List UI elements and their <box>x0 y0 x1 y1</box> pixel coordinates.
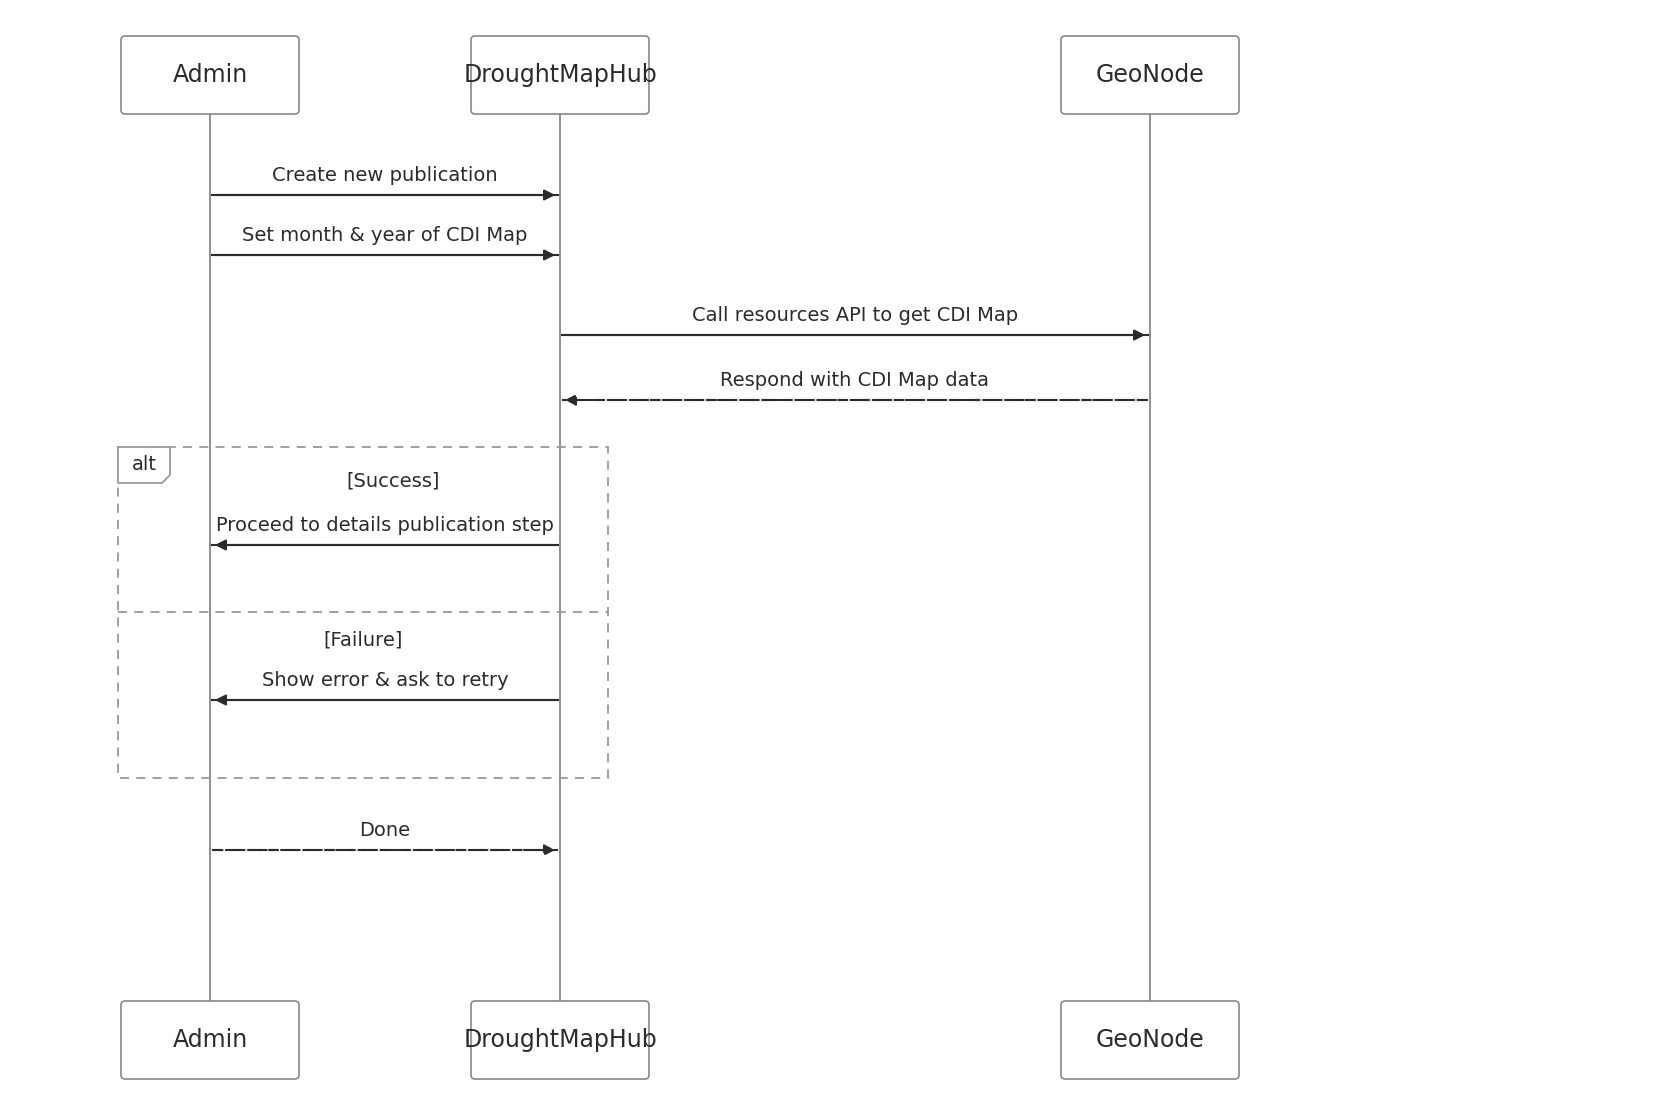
Text: DroughtMapHub: DroughtMapHub <box>464 63 657 88</box>
Bar <box>118 447 608 778</box>
Text: alt: alt <box>131 455 156 474</box>
FancyBboxPatch shape <box>470 35 648 114</box>
Text: GeoNode: GeoNode <box>1095 1028 1205 1051</box>
FancyBboxPatch shape <box>470 1001 648 1079</box>
FancyBboxPatch shape <box>1062 1001 1240 1079</box>
Text: DroughtMapHub: DroughtMapHub <box>464 1028 657 1051</box>
Text: Done: Done <box>360 821 410 840</box>
Text: [Failure]: [Failure] <box>323 630 403 649</box>
FancyBboxPatch shape <box>1062 35 1240 114</box>
Text: GeoNode: GeoNode <box>1095 63 1205 88</box>
Text: Set month & year of CDI Map: Set month & year of CDI Map <box>242 226 528 245</box>
Text: [Success]: [Success] <box>346 471 440 491</box>
Text: Respond with CDI Map data: Respond with CDI Map data <box>721 371 990 390</box>
Text: Call resources API to get CDI Map: Call resources API to get CDI Map <box>692 306 1018 325</box>
Text: Admin: Admin <box>173 63 247 88</box>
Text: Proceed to details publication step: Proceed to details publication step <box>217 516 554 535</box>
Text: Create new publication: Create new publication <box>272 166 497 185</box>
Polygon shape <box>118 447 170 483</box>
Text: Admin: Admin <box>173 1028 247 1051</box>
FancyBboxPatch shape <box>121 1001 299 1079</box>
FancyBboxPatch shape <box>121 35 299 114</box>
Text: Show error & ask to retry: Show error & ask to retry <box>262 671 509 690</box>
